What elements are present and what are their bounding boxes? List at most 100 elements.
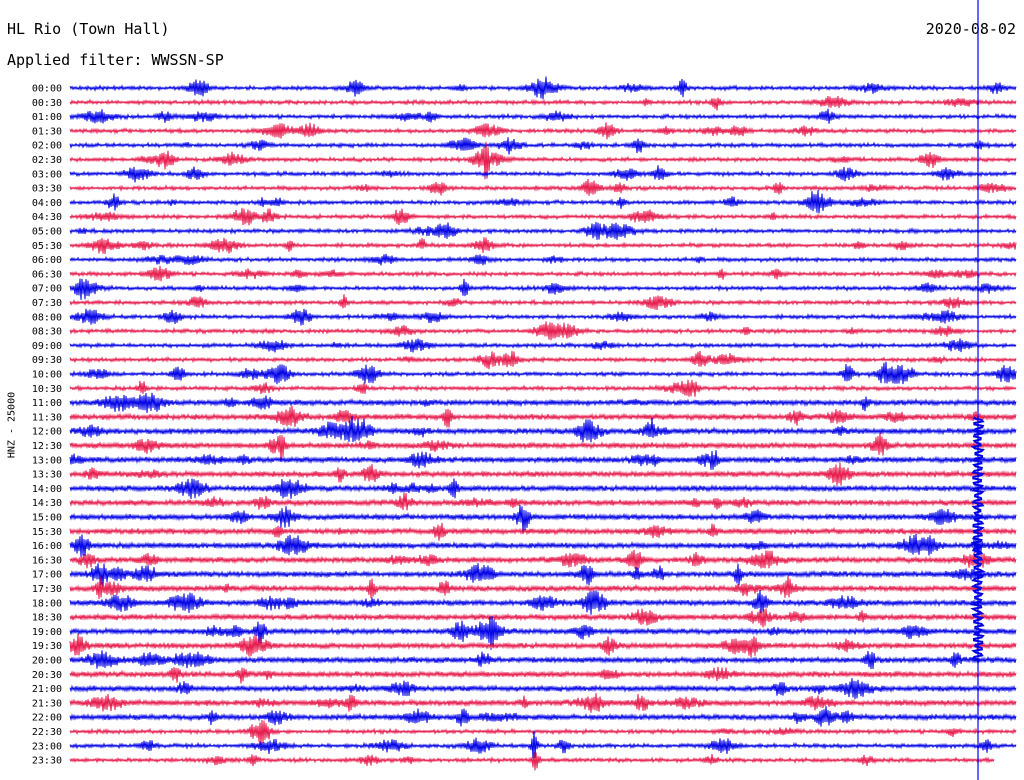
row-time-label: 13:00 [32, 455, 62, 466]
seismic-trace [69, 165, 1017, 183]
row-time-label: 20:00 [32, 656, 62, 667]
row-time-label: 00:00 [32, 84, 62, 95]
seismic-trace [69, 207, 1017, 226]
seismic-trace [69, 650, 1017, 670]
row-time-label: 15:30 [32, 527, 62, 538]
row-time-label: 08:00 [32, 312, 62, 323]
row-time-label: 05:30 [32, 241, 62, 252]
seismic-trace [69, 693, 1017, 713]
seismic-trace [69, 321, 1017, 341]
seismic-trace [69, 142, 1017, 180]
seismic-trace [69, 416, 1017, 443]
seismic-trace [69, 265, 1017, 282]
seismic-trace [69, 492, 1017, 511]
seismic-trace [69, 462, 1017, 486]
seismic-trace [69, 237, 1017, 255]
row-time-label: 19:00 [32, 627, 62, 638]
seismic-trace [69, 752, 995, 771]
row-time-label: 02:30 [32, 155, 62, 166]
seismic-trace [69, 666, 1017, 684]
row-time-label: 14:30 [32, 498, 62, 509]
station-title: HL Rio (Town Hall) [7, 20, 170, 38]
seismic-trace [69, 95, 1017, 111]
seismic-trace [69, 575, 1017, 600]
row-time-label: 18:00 [32, 598, 62, 609]
row-time-label: 10:30 [32, 384, 62, 395]
seismic-trace [69, 706, 1017, 727]
row-time-label: 07:30 [32, 298, 62, 309]
seismic-trace [69, 450, 1017, 470]
seismic-trace [69, 137, 1017, 155]
row-time-label: 18:30 [32, 613, 62, 624]
row-time-label: 11:00 [32, 398, 62, 409]
row-time-label: 23:00 [32, 741, 62, 752]
row-time-label: 09:00 [32, 341, 62, 352]
seismic-trace [69, 178, 1017, 196]
seismic-trace [69, 504, 1017, 533]
seismic-trace [69, 253, 1017, 266]
seismic-trace [69, 615, 1017, 650]
row-time-label: 20:30 [32, 670, 62, 681]
row-time-label: 17:30 [32, 584, 62, 595]
seismic-trace [69, 122, 1017, 140]
filter-label: Applied filter: WWSSN-SP [7, 51, 224, 69]
row-time-label: 16:00 [32, 541, 62, 552]
row-time-label: 07:00 [32, 284, 62, 295]
seismic-trace [69, 308, 1017, 326]
row-time-label: 14:00 [32, 484, 62, 495]
seismic-trace [69, 190, 1017, 214]
row-time-label: 15:00 [32, 513, 62, 524]
row-time-label: 21:30 [32, 698, 62, 709]
seismic-trace [69, 361, 1017, 385]
seismic-trace [69, 221, 1017, 240]
row-time-label: 16:30 [32, 555, 62, 566]
row-time-label: 01:00 [32, 112, 62, 123]
row-time-label: 12:30 [32, 441, 62, 452]
seismic-trace [69, 432, 1017, 461]
seismic-trace [69, 294, 1017, 311]
row-time-label: 22:00 [32, 713, 62, 724]
seismic-trace [69, 405, 1017, 428]
seismic-trace [69, 76, 1017, 100]
seismic-trace [69, 338, 1017, 353]
row-time-label: 03:30 [32, 184, 62, 195]
seismic-trace [69, 608, 1017, 628]
seismic-trace [69, 478, 1017, 500]
event-signal [970, 416, 986, 661]
row-time-label: 06:30 [32, 269, 62, 280]
row-time-label: 22:30 [32, 727, 62, 738]
row-time-label: 19:30 [32, 641, 62, 652]
row-time-label: 02:00 [32, 141, 62, 152]
seismic-trace [69, 678, 1017, 700]
row-time-label: 06:00 [32, 255, 62, 266]
seismic-trace [69, 633, 1017, 658]
plot-date: 2020-08-02 [925, 20, 1016, 38]
row-time-label: 04:00 [32, 198, 62, 209]
row-time-label: 05:00 [32, 227, 62, 238]
seismic-trace [69, 730, 1017, 759]
row-time-label: 11:30 [32, 412, 62, 423]
row-time-label: 23:30 [32, 756, 62, 767]
seismic-trace [69, 379, 1017, 397]
seismic-trace [69, 549, 1017, 570]
row-time-label: 01:30 [32, 126, 62, 137]
row-time-label: 00:30 [32, 98, 62, 109]
row-time-label: 10:00 [32, 370, 62, 381]
seismic-trace [69, 350, 1017, 370]
row-time-label: 17:00 [32, 570, 62, 581]
seismic-trace [69, 563, 1017, 587]
row-time-label: 08:30 [32, 327, 62, 338]
row-time-label: 04:30 [32, 212, 62, 223]
seismic-trace [69, 108, 1017, 124]
seismic-trace [69, 392, 1017, 414]
row-time-label: 09:30 [32, 355, 62, 366]
seismic-trace [69, 522, 1017, 541]
seismic-trace [69, 533, 1017, 557]
row-time-label: 12:00 [32, 427, 62, 438]
seismic-trace [69, 590, 1017, 615]
seismic-trace [69, 278, 1017, 300]
row-time-label: 13:30 [32, 470, 62, 481]
seismic-trace [69, 719, 1017, 745]
row-time-label: 03:00 [32, 169, 62, 180]
